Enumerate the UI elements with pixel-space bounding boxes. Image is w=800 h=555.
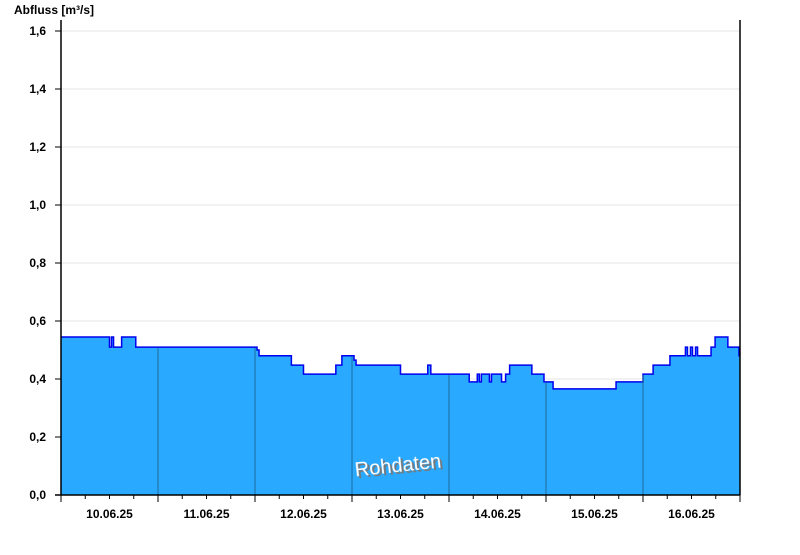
y-tick-label: 0,6 (29, 314, 46, 328)
x-tick-label: 15.06.25 (571, 507, 618, 521)
x-tick-label: 14.06.25 (474, 507, 521, 521)
x-tick-label: 16.06.25 (668, 507, 715, 521)
y-tick-label: 1,2 (29, 140, 46, 154)
y-axis-label: Abfluss [m³/s] (14, 3, 94, 17)
x-tick-label: 10.06.25 (86, 507, 133, 521)
y-tick-label: 0,4 (29, 372, 46, 386)
x-tick-label: 12.06.25 (280, 507, 327, 521)
series-area (61, 336, 740, 495)
y-tick-label: 0,8 (29, 256, 46, 270)
x-tick-label: 13.06.25 (377, 507, 424, 521)
y-tick-label: 0,2 (29, 430, 46, 444)
y-tick-label: 1,4 (29, 82, 46, 96)
y-tick-label: 1,0 (29, 198, 46, 212)
series-line (61, 336, 740, 390)
y-tick-label: 1,6 (29, 24, 46, 38)
axes: 0,0 0,2 0,4 0,6 0,8 1,0 1,2 1,4 1,6 10.06.25 11.06… (29, 20, 741, 521)
y-tick-label: 0,0 (29, 488, 46, 502)
area-fill (61, 336, 740, 495)
x-tick-label: 11.06.25 (183, 507, 229, 521)
day-markers (157, 348, 644, 495)
